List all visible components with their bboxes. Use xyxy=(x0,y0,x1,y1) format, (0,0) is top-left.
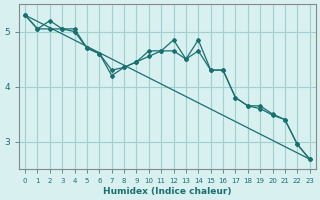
X-axis label: Humidex (Indice chaleur): Humidex (Indice chaleur) xyxy=(103,187,232,196)
